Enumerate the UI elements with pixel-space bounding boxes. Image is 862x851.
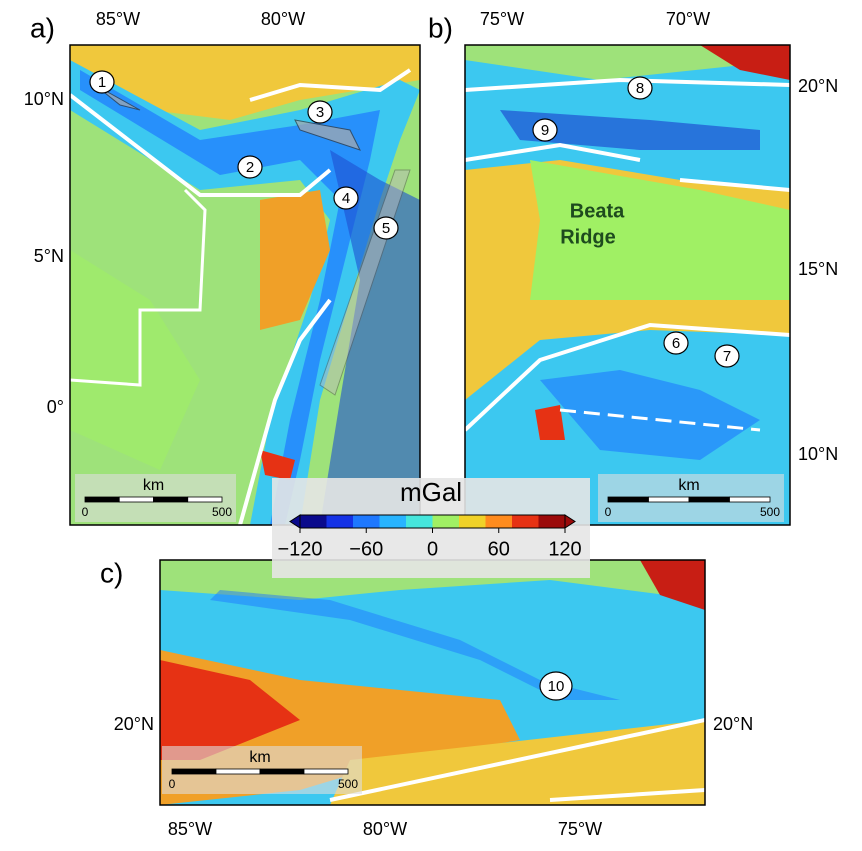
scale-start: 0	[82, 505, 89, 519]
marker-label: 3	[316, 104, 324, 121]
marker-label: 4	[342, 190, 350, 207]
scale-segment	[730, 497, 771, 502]
lon-label: 70°W	[666, 9, 710, 29]
marker-label: 1	[98, 74, 106, 91]
colorbar-segment	[486, 515, 513, 528]
lat-label: 15°N	[798, 259, 838, 279]
lat-label: 5°N	[34, 246, 64, 266]
colorbar-segment	[300, 515, 327, 528]
marker-label: 6	[672, 335, 680, 352]
colorbar-segment	[353, 515, 380, 528]
scale-segment	[172, 769, 216, 774]
lon-label: 85°W	[168, 819, 212, 839]
colorbar-segment	[380, 515, 407, 528]
scale-segment	[689, 497, 730, 502]
scale-segment	[85, 497, 119, 502]
scale-segment	[304, 769, 348, 774]
marker-label: 7	[723, 348, 731, 365]
scale-segment	[154, 497, 188, 502]
lat-label: 20°N	[798, 76, 838, 96]
scale-end: 500	[338, 777, 358, 791]
scale-segment	[649, 497, 690, 502]
map-a	[70, 45, 420, 525]
scale-segment	[188, 497, 222, 502]
lon-label: 80°W	[261, 9, 305, 29]
annotation: Beata	[570, 200, 625, 222]
scale-segment	[119, 497, 153, 502]
colorbar-segment	[459, 515, 486, 528]
panel-label: c)	[100, 557, 123, 588]
colorbar-tick-label: −120	[277, 538, 322, 560]
scale-unit: km	[143, 477, 164, 494]
marker-label: 10	[548, 678, 565, 695]
colorbar-title: mGal	[400, 477, 462, 507]
panel-label: b)	[428, 12, 453, 43]
scale-segment	[260, 769, 304, 774]
colorbar-tick-label: 120	[548, 538, 581, 560]
marker-label: 8	[636, 80, 644, 97]
lat-label: 10°N	[24, 89, 64, 109]
marker-label: 2	[246, 159, 254, 176]
colorbar-tick-label: 0	[427, 538, 438, 560]
lon-label: 75°W	[480, 9, 524, 29]
lon-label: 75°W	[558, 819, 602, 839]
scale-end: 500	[760, 505, 780, 519]
colorbar-segment	[327, 515, 354, 528]
colorbar-tick-label: 60	[488, 538, 510, 560]
annotation: Ridge	[560, 226, 616, 248]
scale-start: 0	[605, 505, 612, 519]
scale-segment	[216, 769, 260, 774]
colorbar-segment	[406, 515, 433, 528]
scale-segment	[608, 497, 649, 502]
lat-label: 0°	[47, 397, 64, 417]
scale-start: 0	[169, 777, 176, 791]
lat-label: 20°N	[713, 714, 753, 734]
scale-unit: km	[678, 477, 699, 494]
colorbar-tick-label: −60	[349, 538, 383, 560]
panel-label: a)	[30, 12, 55, 43]
marker-label: 5	[382, 220, 390, 237]
lon-label: 80°W	[363, 819, 407, 839]
lon-label: 85°W	[96, 9, 140, 29]
scale-unit: km	[249, 749, 270, 766]
marker-label: 9	[541, 122, 549, 139]
map-b	[465, 45, 790, 525]
figure: a) b) c) 85°W 80°W 10°N 5°N 0° 75°W 70°W…	[0, 0, 862, 846]
lat-label: 20°N	[114, 714, 154, 734]
scale-end: 500	[212, 505, 232, 519]
lat-label: 10°N	[798, 444, 838, 464]
colorbar-segment	[512, 515, 539, 528]
colorbar-segment	[433, 515, 460, 528]
colorbar-segment	[539, 515, 566, 528]
